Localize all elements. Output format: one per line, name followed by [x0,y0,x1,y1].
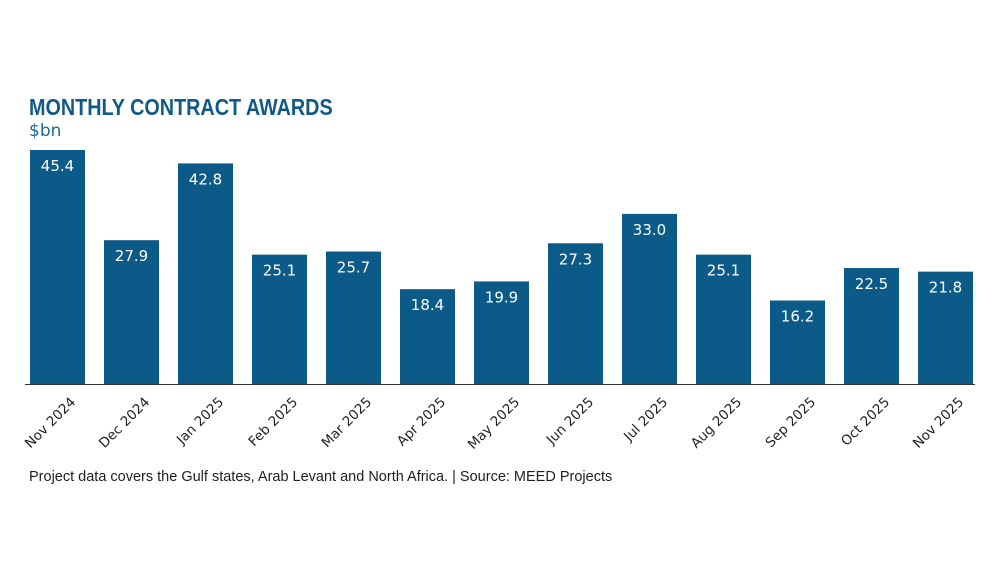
bar-may-2025 [474,281,529,384]
bar-value-label: 22.5 [855,275,888,293]
bar-value-label: 18.4 [411,296,444,314]
category-label: Dec 2024 [96,394,153,451]
category-label: Feb 2025 [246,394,302,450]
bar-value-label: 16.2 [781,308,814,326]
category-label: Jun 2025 [543,394,597,448]
bar-feb-2025 [252,254,307,384]
category-label: Nov 2025 [910,394,967,451]
bar-dec-2024 [104,240,159,384]
category-label: Apr 2025 [394,394,449,449]
bar-sep-2025 [770,300,825,384]
bar-value-label: 27.3 [559,250,592,268]
bar-value-label: 45.4 [41,157,74,175]
bar-value-label: 25.1 [707,262,740,280]
bar-apr-2025 [400,289,455,384]
bar-oct-2025 [844,268,899,384]
bar-jun-2025 [548,243,603,384]
category-labels-group: Nov 2024 Dec 2024 Jan 2025 Feb 2025 Mar 2025… [22,394,967,452]
bar-jul-2025 [622,213,677,384]
category-label: May 2025 [465,394,523,452]
bar-nov-2024 [30,150,85,384]
value-labels-group: 45.4 27.9 42.8 25.1 25.7 18.4 19.9 27.3 33.0 25.1… [41,157,962,326]
category-label: Jan 2025 [173,394,227,448]
category-label: Mar 2025 [318,394,375,451]
bar-mar-2025 [326,251,381,384]
source-note: Project data covers the Gulf states, Ara… [29,469,613,485]
category-label: Sep 2025 [762,394,819,451]
y-axis-unit-label: $bn [29,121,62,141]
bars-group [30,150,973,384]
bar-value-label: 42.8 [189,170,222,188]
category-label: Oct 2025 [838,394,893,449]
category-label: Aug 2025 [688,394,745,451]
chart-title: MONTHLY CONTRACT AWARDS [29,94,333,120]
bar-aug-2025 [696,254,751,384]
bar-value-label: 21.8 [929,279,962,297]
bar-value-label: 27.9 [115,247,148,265]
bar-value-label: 19.9 [485,288,518,306]
category-label: Nov 2024 [22,394,79,451]
bar-value-label: 25.7 [337,259,370,277]
category-label: Jul 2025 [620,394,671,445]
bar-value-label: 25.1 [263,262,296,280]
bar-jan-2025 [178,163,233,384]
bar-nov-2025 [918,271,973,384]
bar-value-label: 33.0 [633,221,666,239]
